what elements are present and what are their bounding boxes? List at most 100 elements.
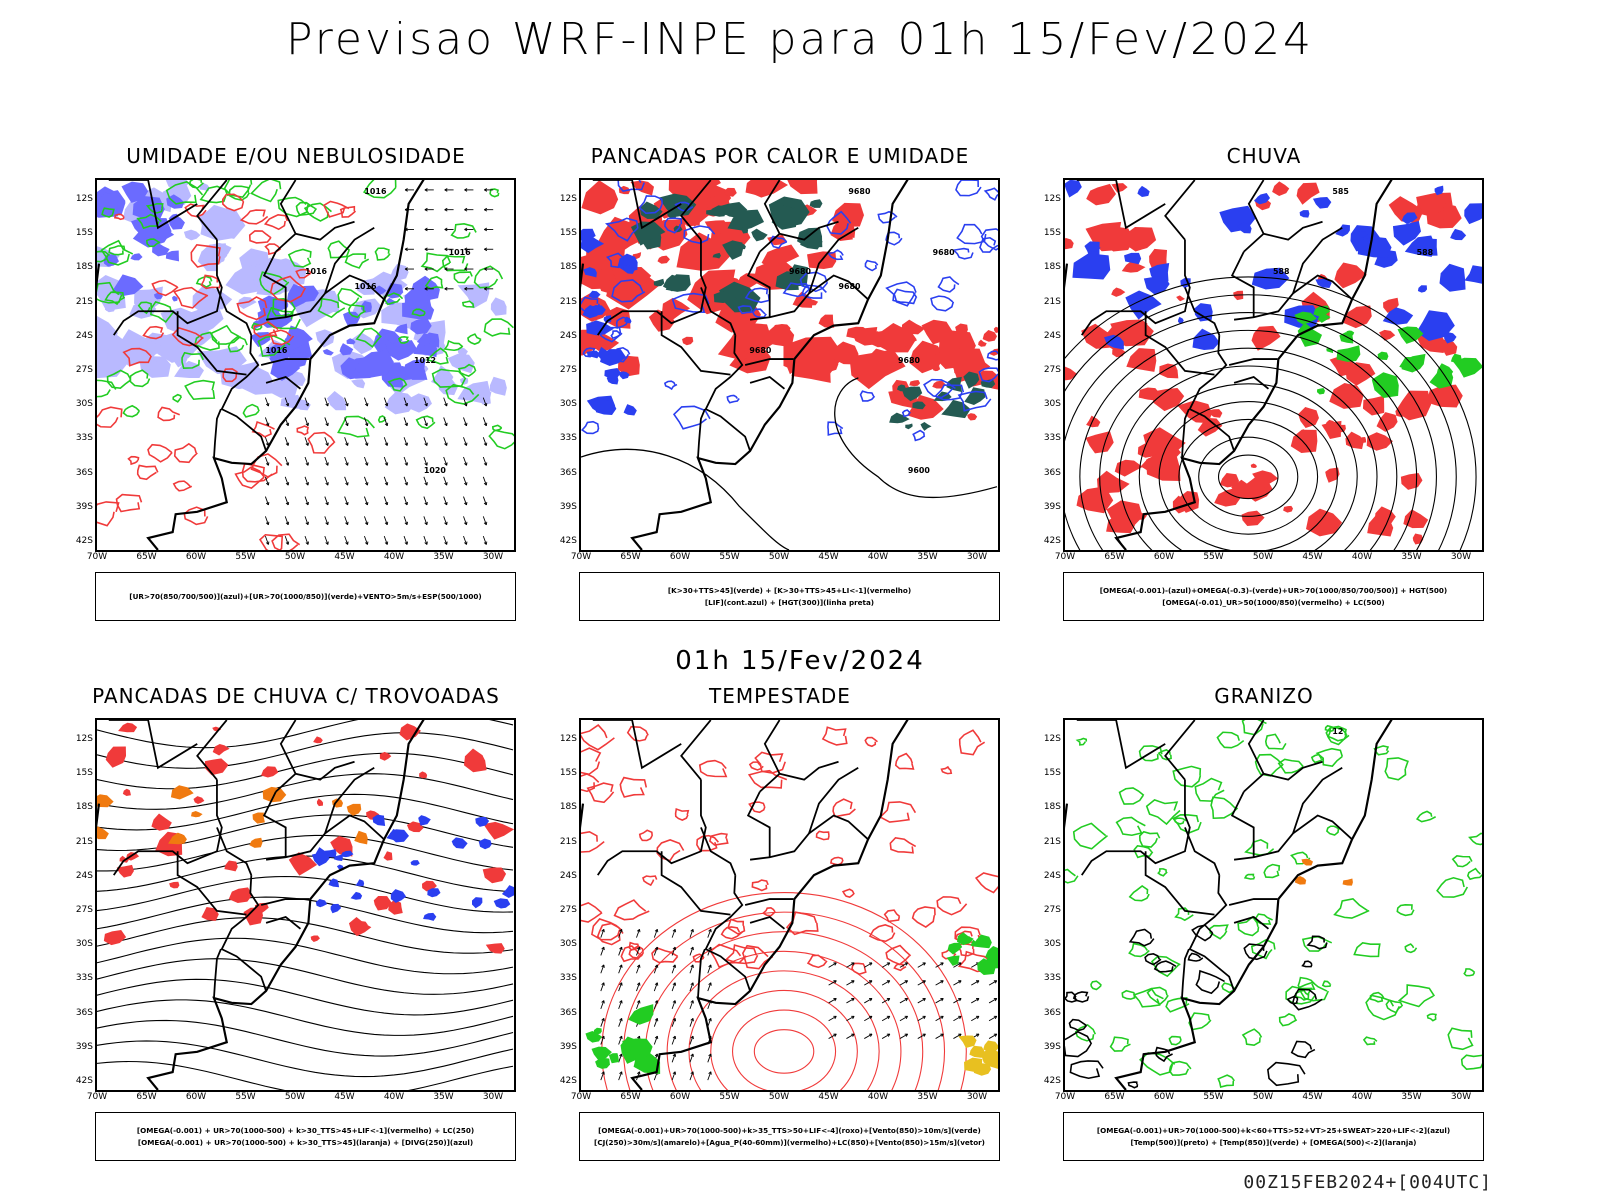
wind-vector <box>618 964 623 974</box>
map-plot <box>579 718 1000 1092</box>
wind-vector <box>690 1017 694 1022</box>
wind-vector <box>988 980 998 986</box>
rain-region <box>1096 470 1130 494</box>
map-plot: 585 588 588 <box>1063 178 1484 552</box>
wind-vector <box>423 437 428 446</box>
wind-vector <box>671 1035 676 1045</box>
wind-vector <box>958 1033 962 1037</box>
wind-vector <box>904 1015 909 1020</box>
wind-vector <box>482 516 487 525</box>
humidity-high-region <box>130 253 143 261</box>
latitude-tick-label: 21S <box>1043 296 1061 307</box>
pressure-contour <box>753 1029 815 1074</box>
lifted-index-contour <box>912 429 926 442</box>
wind-vector <box>304 456 309 466</box>
wind-vector <box>636 928 641 933</box>
longitude-tick-label: 45W <box>818 1092 839 1102</box>
wind-vector <box>284 535 289 545</box>
longitude-tick-label: 65W <box>620 552 641 562</box>
panel-legend: [OMEGA(-0.001) + UR>70(1000-500) + k>30_… <box>95 1112 516 1161</box>
wind-vector <box>285 403 290 407</box>
wind-vector <box>618 929 623 938</box>
streamline <box>97 978 514 1016</box>
thunderstorm-region <box>388 899 403 915</box>
wind-vector <box>444 247 448 252</box>
humidity-low-contour <box>251 322 263 331</box>
wind-vector <box>886 1015 891 1020</box>
longitude-tick-label: 40W <box>1351 1092 1373 1102</box>
wind-850-region <box>977 958 996 975</box>
wind-vector <box>654 1053 659 1057</box>
wind-vector <box>953 980 962 986</box>
thunderstorm-region <box>228 887 253 904</box>
wind-vector <box>285 462 290 466</box>
rain-region <box>1426 384 1463 408</box>
rain-region <box>1214 486 1241 507</box>
thunderstorm-region <box>483 821 514 840</box>
wind-vector <box>383 535 388 545</box>
wind-vector <box>707 1053 712 1063</box>
contour-label: 1016 <box>305 267 328 276</box>
humidity-low-contour <box>467 333 482 345</box>
precipitable-water-contour <box>581 747 602 776</box>
country-border <box>746 251 771 318</box>
coastline <box>146 720 425 1090</box>
latitude-tick-label: 21S <box>559 836 577 847</box>
latitude-tick-label: 36S <box>1043 467 1061 478</box>
wind-vector <box>654 1000 659 1004</box>
panel-title: GRANIZO <box>1214 684 1314 708</box>
wind-vector <box>404 287 408 291</box>
wind-vector <box>869 998 873 1002</box>
wind-vector <box>443 496 448 506</box>
latitude-tick-label: 24S <box>1043 870 1061 881</box>
lifted-index-region <box>583 267 597 278</box>
wind-vector <box>975 1033 980 1037</box>
temp-850-contour <box>1397 984 1436 1008</box>
lifted-index-contour <box>726 394 740 404</box>
wind-vector <box>423 516 428 525</box>
country-border <box>1292 767 1343 834</box>
precipitable-water-contour <box>748 801 766 814</box>
latitude-tick-label: 33S <box>559 973 577 984</box>
latitude-tick-label: 24S <box>75 870 93 881</box>
wind-vector <box>653 929 658 938</box>
temp-850-contour <box>1168 1060 1192 1076</box>
lifted-index-region <box>586 320 614 336</box>
rain-region <box>1412 533 1424 545</box>
temp-850-contour <box>1075 737 1088 746</box>
precipitable-water-contour <box>651 947 679 964</box>
longitude-tick-label: 55W <box>235 1092 256 1102</box>
wind-vector <box>464 207 468 212</box>
precipitable-water-contour <box>727 918 746 935</box>
wind-vector <box>690 1053 694 1057</box>
humidity-mid-region <box>458 347 468 356</box>
wind-vector <box>383 476 388 486</box>
streamline <box>97 732 514 769</box>
wind-vector <box>899 1015 908 1022</box>
humidity-low-contour <box>223 180 253 198</box>
wind-vector <box>285 541 290 545</box>
temp-850-contour <box>1139 1052 1176 1076</box>
precipitable-water-contour <box>674 807 690 821</box>
wind-vector <box>424 442 428 446</box>
latitude-tick-label: 27S <box>1043 365 1061 375</box>
humidity-low-contour <box>411 308 427 317</box>
heat-shower-region <box>713 291 738 303</box>
thickness-contour <box>234 466 266 490</box>
wind-vector <box>708 946 712 951</box>
rain-region <box>1219 473 1240 488</box>
thickness-contour <box>172 286 209 309</box>
wind-vector <box>618 982 623 992</box>
wind-vector <box>443 456 448 466</box>
humidity-high-region <box>404 288 429 310</box>
lifted-index-region <box>623 264 635 274</box>
thickness-contour <box>271 533 301 550</box>
wind-vector <box>364 442 369 446</box>
contour-label: 9680 <box>933 248 956 257</box>
wind-vector <box>285 442 290 446</box>
instability-region <box>879 328 918 351</box>
humidity-low-contour <box>317 297 346 319</box>
instability-region <box>687 269 736 315</box>
latitude-tick-label: 36S <box>1043 1007 1061 1018</box>
rain-region <box>1342 305 1372 329</box>
